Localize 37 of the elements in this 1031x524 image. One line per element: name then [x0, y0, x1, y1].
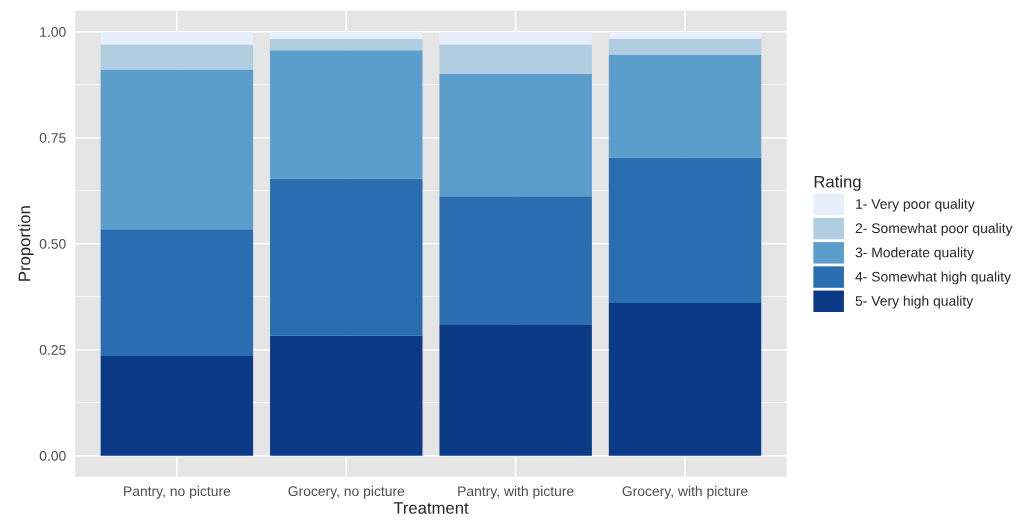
bar: [100, 69, 254, 230]
x-tick-label: Grocery, with picture: [622, 485, 748, 499]
x-tick-label: Pantry, with picture: [458, 485, 574, 499]
bar: [270, 38, 423, 51]
bar: [100, 356, 254, 456]
bar: [608, 157, 762, 304]
bar: [439, 196, 592, 325]
x-tick-label: Grocery, no picture: [288, 485, 405, 499]
legend-label: 2- Somewhat poor quality: [855, 222, 1013, 236]
bar: [439, 44, 592, 74]
bar: [439, 31, 592, 45]
y-tick-label: 0.75: [39, 133, 66, 143]
bar: [270, 50, 423, 179]
bar: [608, 31, 762, 39]
legend-label: 5- Very high quality: [855, 295, 974, 309]
y-tick-label: 1.00: [40, 27, 66, 37]
y-axis-title: Proportion: [18, 206, 34, 281]
y-tick-label: 0.25: [39, 344, 66, 355]
bar: [100, 229, 254, 357]
legend-label: 3- Moderate quality: [855, 247, 974, 261]
bar: [608, 303, 762, 456]
bar: [270, 335, 423, 456]
legend-label: 1- Very poor quality: [856, 198, 975, 212]
bar: [270, 31, 423, 39]
legend-title: Rating: [814, 175, 861, 191]
bar: [100, 44, 254, 70]
x-tick-label: Pantry, no picture: [124, 485, 231, 499]
bar: [608, 54, 762, 158]
bar: [439, 73, 592, 197]
bar: [270, 178, 423, 336]
bar: [439, 324, 592, 456]
x-axis-title: Treatment: [393, 502, 469, 514]
legend-label: 4- Somewhat high quality: [855, 271, 1011, 285]
y-tick-label: 0.50: [39, 238, 66, 249]
bar: [100, 31, 254, 45]
y-tick-label: 0.00: [39, 450, 66, 461]
bar: [608, 38, 762, 55]
